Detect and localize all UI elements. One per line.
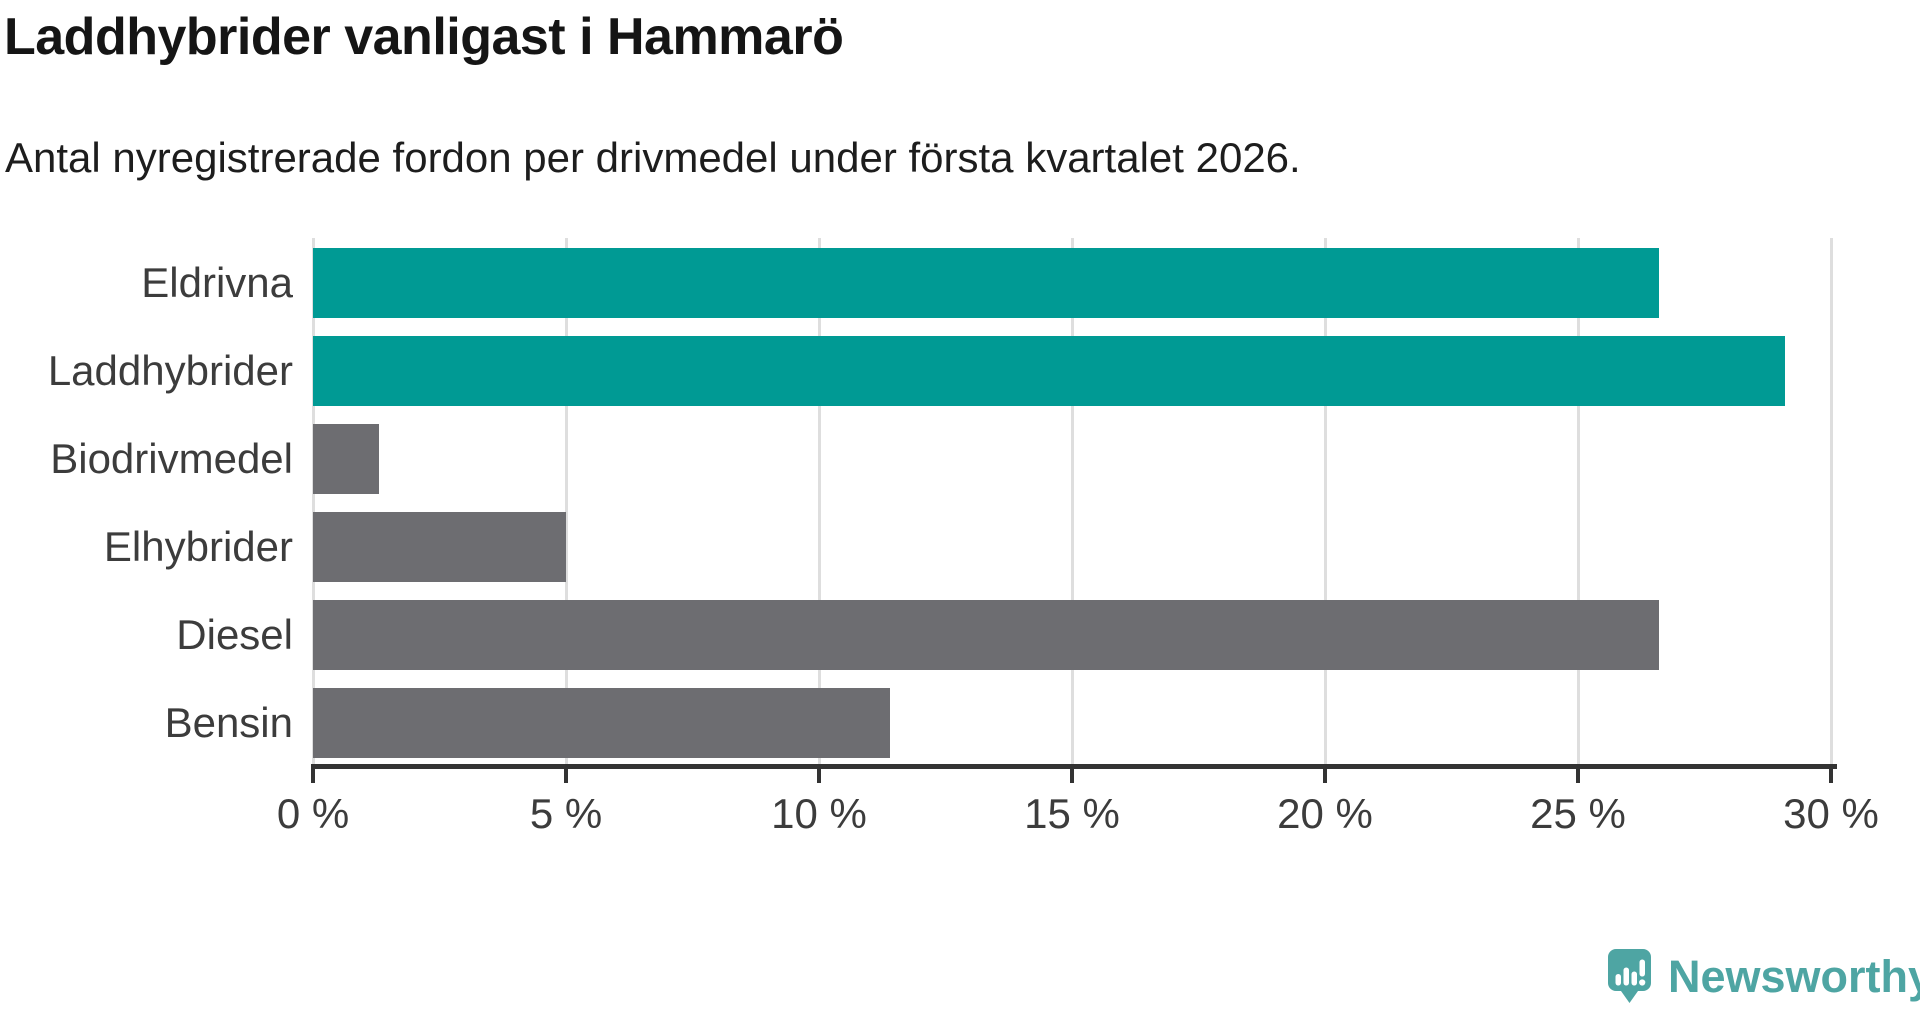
bar-eldrivna bbox=[313, 248, 1659, 318]
gridline-10 bbox=[818, 238, 821, 764]
page-subtitle: Antal nyregistrerade fordon per drivmede… bbox=[5, 134, 1301, 181]
x-axis-tick-20 bbox=[1323, 769, 1327, 783]
x-axis-tick-label-10: 10 % bbox=[771, 790, 867, 837]
category-label-laddhybrider: Laddhybrider bbox=[47, 347, 293, 394]
x-axis-tick-label-15: 15 % bbox=[1024, 790, 1120, 837]
category-label-diesel: Diesel bbox=[176, 611, 293, 658]
gridline-20 bbox=[1324, 238, 1327, 764]
x-axis-tick-label-25: 25 % bbox=[1530, 790, 1626, 837]
newsworthy-logo-text: Newsworthy bbox=[1668, 950, 1920, 1002]
x-axis-tick-label-30: 30 % bbox=[1783, 790, 1879, 837]
bar-bensin bbox=[313, 688, 890, 758]
newsworthy-logo-icon bbox=[1608, 949, 1651, 1003]
gridline-25 bbox=[1577, 238, 1580, 764]
page-title: Laddhybrider vanligast i Hammarö bbox=[4, 8, 844, 66]
category-label-bensin: Bensin bbox=[164, 699, 293, 746]
category-label-elhybrider: Elhybrider bbox=[103, 523, 293, 570]
bar-elhybrider bbox=[313, 512, 566, 582]
bar-diesel bbox=[313, 600, 1659, 670]
gridline-15 bbox=[1071, 238, 1074, 764]
x-axis-tick-30 bbox=[1829, 769, 1833, 783]
gridline-0 bbox=[312, 238, 315, 764]
gridline-30 bbox=[1830, 238, 1833, 764]
x-axis-tick-15 bbox=[1070, 769, 1074, 783]
x-axis-line bbox=[311, 764, 1837, 769]
x-axis-tick-5 bbox=[564, 769, 568, 783]
x-axis-tick-10 bbox=[817, 769, 821, 783]
newsworthy-logo: Newsworthy bbox=[1608, 949, 1920, 1003]
bar-biodrivmedel bbox=[313, 424, 379, 494]
x-axis-tick-label-5: 5 % bbox=[529, 790, 603, 837]
category-labels-column: Eldrivna Laddhybrider Biodrivmedel Elhybrid… bbox=[0, 0, 293, 1010]
x-axis-tick-25 bbox=[1576, 769, 1580, 783]
gridline-5 bbox=[565, 238, 568, 764]
x-axis-tick-label-20: 20 % bbox=[1277, 790, 1373, 837]
x-axis-tick-0 bbox=[311, 769, 315, 783]
x-axis-tick-label-0: 0 % bbox=[276, 790, 350, 837]
category-label-eldrivna: Eldrivna bbox=[141, 259, 293, 306]
category-label-biodrivmedel: Biodrivmedel bbox=[50, 435, 293, 482]
bar-laddhybrider bbox=[313, 336, 1786, 406]
plot-area bbox=[312, 238, 1833, 764]
